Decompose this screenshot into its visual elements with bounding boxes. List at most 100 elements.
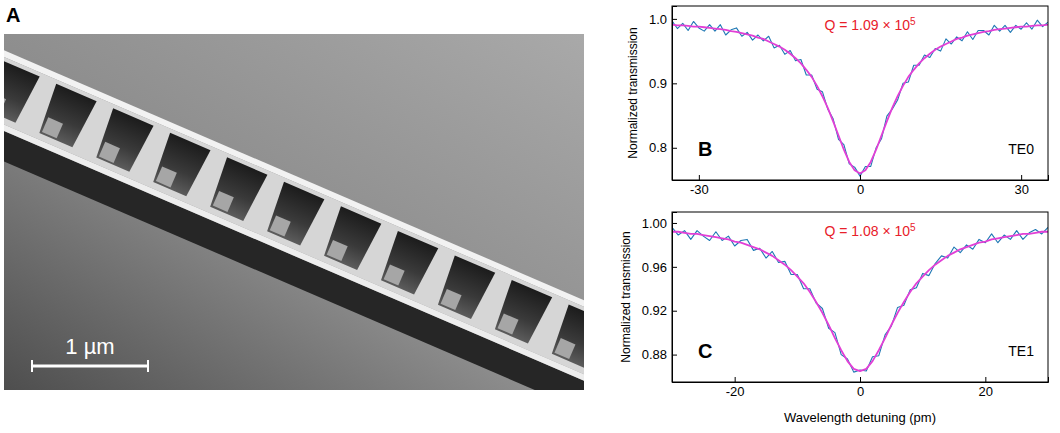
- beam-hole: [434, 255, 495, 320]
- y-tick-mark: [672, 355, 677, 356]
- hole-post: [441, 289, 462, 310]
- x-axis: -20 0 20: [673, 377, 1049, 399]
- y-tick-label: 0.9: [649, 76, 667, 91]
- y-tick-label: 1.00: [642, 216, 667, 231]
- hole-post: [554, 338, 575, 359]
- data-trace: [672, 20, 1048, 176]
- y-tick-mark: [672, 311, 677, 312]
- scale-bar-label: 1 µm: [65, 334, 114, 359]
- x-tick-mark: [860, 175, 861, 180]
- x-tick: -30: [690, 175, 709, 197]
- y-tick-mark: [672, 148, 677, 149]
- x-tick-mark: [735, 377, 736, 382]
- y-axis-title: Normalized transmission: [619, 231, 633, 362]
- plot-area: [672, 227, 1048, 372]
- x-tick-label: 0: [857, 182, 864, 197]
- x-tick: 0: [857, 175, 864, 197]
- hole-post: [213, 191, 234, 212]
- x-tick: 0: [857, 377, 864, 399]
- data-trace: [672, 227, 1048, 372]
- hole-post: [327, 240, 348, 261]
- beam-hole: [548, 304, 584, 369]
- y-tick: 0.92: [642, 303, 677, 318]
- beam-hole: [206, 157, 267, 222]
- beam-hole: [36, 84, 97, 149]
- q-annotation-text: Q = 1.09 × 10: [824, 17, 910, 33]
- waveguide-beam: [4, 44, 584, 390]
- panel-letter: A: [6, 4, 20, 26]
- beam-hole: [377, 231, 438, 296]
- x-tick-label: 30: [1014, 182, 1028, 197]
- x-tick-label: -20: [726, 384, 745, 399]
- x-tick: 30: [1014, 175, 1028, 197]
- y-axis-line: [673, 213, 678, 383]
- y-tick-mark: [672, 267, 677, 268]
- y-tick-mark: [672, 223, 677, 224]
- beam-hole: [93, 108, 154, 173]
- x-tick: 20: [979, 377, 993, 399]
- y-tick-mark: [672, 19, 677, 20]
- plot-area: [672, 20, 1048, 176]
- beam-hole: [263, 182, 324, 247]
- hole-post: [156, 166, 177, 187]
- chart-panel: -30 0 30 0.8 0.9 1.0 Normalized transmission Q …: [626, 6, 1049, 197]
- y-tick: 1.0: [649, 12, 677, 27]
- x-axis-line: [673, 377, 1049, 383]
- plot-frame: [672, 212, 1048, 382]
- q-annotation: Q = 1.09 × 105: [824, 16, 916, 34]
- label-patch: [696, 137, 714, 161]
- y-axis-title: Normalized transmission: [626, 27, 640, 158]
- y-tick-label: 0.88: [642, 347, 667, 362]
- y-tick: 0.88: [642, 347, 677, 362]
- q-annotation-text: Q = 1.08 × 10: [824, 223, 910, 239]
- scale-bar: [32, 365, 148, 368]
- plot-background: [672, 212, 1048, 382]
- y-tick: 0.8: [649, 140, 677, 155]
- x-tick-mark: [1021, 175, 1022, 180]
- x-tick-label: 20: [979, 384, 993, 399]
- plot-background: [672, 6, 1048, 180]
- label-patch: [1006, 140, 1036, 158]
- label-patch: [696, 339, 714, 363]
- x-tick: -20: [726, 377, 745, 399]
- x-tick-label: -30: [690, 182, 709, 197]
- y-axis: 0.8 0.9 1.0: [649, 7, 677, 181]
- hole-post: [99, 142, 120, 163]
- y-tick: 1.00: [642, 216, 677, 231]
- chart-panel: -20 0 20 0.88 0.92 0.96 1.00 Normalized transmi…: [619, 212, 1049, 425]
- y-tick-mark: [672, 83, 677, 84]
- micrograph: [4, 34, 584, 390]
- label-patch: [822, 15, 918, 35]
- x-axis: -30 0 30: [673, 175, 1049, 197]
- q-annotation-exponent: 5: [910, 16, 916, 27]
- hole-post: [270, 215, 291, 236]
- label-patch: [822, 221, 918, 241]
- x-tick-mark: [699, 175, 700, 180]
- plot-frame: [672, 6, 1048, 180]
- hole-post: [4, 93, 6, 114]
- scale-bar-end: [147, 360, 149, 372]
- scale-bar-end: [31, 360, 33, 372]
- y-axis: 0.88 0.92 0.96 1.00: [642, 213, 677, 383]
- x-axis-title: Wavelength detuning (pm): [784, 410, 936, 425]
- mode-label: TE0: [1008, 141, 1034, 157]
- beam-hole: [4, 59, 40, 124]
- beam-hole: [320, 206, 381, 271]
- beam-lip: [4, 107, 584, 390]
- hole-post: [384, 264, 405, 285]
- x-tick-label: 0: [857, 384, 864, 399]
- mode-label: TE1: [1008, 343, 1034, 359]
- q-annotation-exponent: 5: [910, 222, 916, 233]
- y-axis-line: [673, 7, 678, 181]
- panel-a: A 1 µm: [0, 4, 727, 433]
- q-annotation: Q = 1.08 × 105: [824, 222, 916, 240]
- y-tick-label: 0.8: [649, 140, 667, 155]
- y-tick: 0.96: [642, 259, 677, 274]
- fit-curve: [672, 232, 1048, 371]
- x-axis-line: [673, 175, 1049, 181]
- beam-hole: [491, 280, 552, 345]
- x-tick-mark: [860, 377, 861, 382]
- fit-curve: [672, 25, 1048, 174]
- beam-hole: [150, 133, 211, 198]
- hole-post: [42, 117, 63, 138]
